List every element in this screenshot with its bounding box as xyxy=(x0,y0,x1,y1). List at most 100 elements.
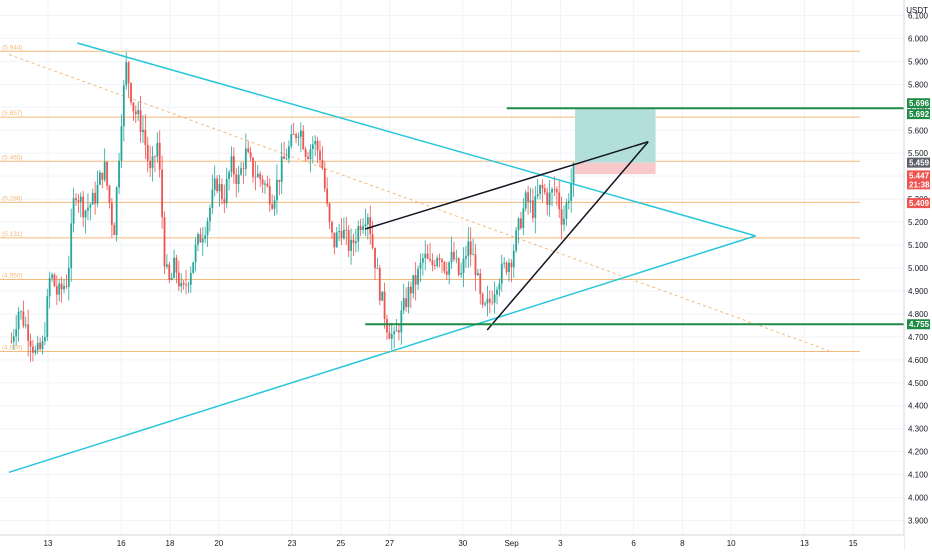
candle-body xyxy=(218,184,221,192)
time-tick-label[interactable]: 10 xyxy=(727,539,736,548)
candle-body xyxy=(331,221,333,233)
time-tick-label[interactable]: Sep xyxy=(504,539,519,548)
candle-body xyxy=(211,189,214,209)
time-tick-label[interactable]: 30 xyxy=(458,539,467,548)
level-label: (4.950) xyxy=(2,272,23,279)
candle-body xyxy=(362,226,364,231)
trendlines[interactable] xyxy=(8,42,756,474)
time-tick-label[interactable]: 6 xyxy=(631,539,636,548)
level-label: (5.944) xyxy=(2,44,23,51)
wedge-upper-line[interactable] xyxy=(364,141,649,230)
currency-label: USDT xyxy=(906,6,928,15)
time-tick-label[interactable]: 20 xyxy=(214,539,223,548)
time-tick-label[interactable]: 27 xyxy=(385,539,394,548)
long-term-dashed-line xyxy=(8,54,829,352)
long-position-box[interactable] xyxy=(575,109,656,175)
time-tick-label[interactable]: 8 xyxy=(680,539,685,548)
candle-body xyxy=(555,189,558,193)
triangle-upper-line[interactable] xyxy=(77,42,756,237)
price-tick-label[interactable]: 4.800 xyxy=(908,310,929,319)
price-tick-label[interactable]: 5.800 xyxy=(908,80,929,89)
price-tick-label[interactable]: 6.000 xyxy=(908,34,929,43)
price-axis[interactable]: USDT6.1006.0005.9005.8005.7005.6005.5005… xyxy=(903,0,932,550)
candle-body xyxy=(182,282,185,285)
candle-body xyxy=(503,262,506,264)
candle-body xyxy=(460,273,463,275)
price-tick-label[interactable]: 4.900 xyxy=(908,287,929,296)
time-tick-label[interactable]: 13 xyxy=(44,539,53,548)
time-tick-label[interactable]: 3 xyxy=(558,539,563,548)
wedge-lower-line[interactable] xyxy=(486,141,649,331)
candle-body xyxy=(309,149,312,160)
candle-body xyxy=(505,262,508,273)
candle-body xyxy=(232,156,235,175)
green-levels[interactable] xyxy=(365,107,904,326)
candles xyxy=(10,52,575,362)
candle-body xyxy=(273,200,276,209)
price-tick-label[interactable]: 5.000 xyxy=(908,264,929,273)
candle-body xyxy=(496,289,498,295)
candle-body xyxy=(486,298,489,304)
price-tag xyxy=(907,98,930,109)
time-tick-label[interactable]: 13 xyxy=(800,539,809,548)
time-tick-label[interactable]: 18 xyxy=(166,539,175,548)
candle-body xyxy=(180,282,183,287)
price-tick-label[interactable]: 6.100 xyxy=(908,11,929,20)
price-tick-label[interactable]: 5.900 xyxy=(908,57,929,66)
candle-body xyxy=(409,286,412,294)
triangle-lower-line[interactable] xyxy=(8,235,756,474)
price-tick-label[interactable]: 4.000 xyxy=(908,494,929,503)
price-tick-label[interactable]: 5.200 xyxy=(908,218,929,227)
price-tag-label: 5.696 xyxy=(909,99,930,108)
candle-body xyxy=(376,268,379,269)
price-tick-label[interactable]: 4.700 xyxy=(908,333,929,342)
candle-body xyxy=(438,257,441,260)
candle-body xyxy=(201,238,204,243)
price-tick-label[interactable]: 5.600 xyxy=(908,126,929,135)
candle-body xyxy=(87,207,89,211)
price-tick-label[interactable]: 4.200 xyxy=(908,448,929,457)
candle-body xyxy=(106,161,108,186)
time-tick-label[interactable]: 25 xyxy=(336,539,345,548)
candle-body xyxy=(465,256,467,259)
loss-zone[interactable] xyxy=(575,162,656,175)
time-axis[interactable]: 13 16 18 20 23 25 27 30 Sep 3 6 8 10 13 15 xyxy=(0,534,904,550)
price-tick-label[interactable]: 4.300 xyxy=(908,425,929,434)
price-tick-label[interactable]: 4.400 xyxy=(908,402,929,411)
candle-body xyxy=(99,172,101,185)
candle-body xyxy=(548,192,551,206)
candle-body xyxy=(429,258,431,261)
candle-body xyxy=(319,150,321,161)
price-tick-label[interactable]: 4.100 xyxy=(908,471,929,480)
profit-zone[interactable] xyxy=(575,109,656,163)
time-tick-label[interactable]: 16 xyxy=(117,539,126,548)
candle-body xyxy=(359,226,362,231)
candle-body xyxy=(407,286,410,308)
candle-body xyxy=(350,239,352,251)
candle-body xyxy=(395,330,398,332)
price-tag-label: 5.692 xyxy=(909,110,930,119)
candle-body xyxy=(304,148,307,157)
candle-body xyxy=(450,251,453,263)
candle-body xyxy=(43,336,46,342)
time-tick-label[interactable]: 15 xyxy=(849,539,858,548)
candle-body xyxy=(17,311,20,330)
candle-body xyxy=(565,202,568,219)
price-tick-label[interactable]: 5.500 xyxy=(908,149,929,158)
candle-body xyxy=(254,176,257,178)
price-tick-label[interactable]: 4.600 xyxy=(908,356,929,365)
candle-body xyxy=(91,192,94,205)
candle-body xyxy=(156,142,159,157)
candle-body xyxy=(398,330,400,333)
time-tick-label[interactable]: 23 xyxy=(288,539,297,548)
candle-body xyxy=(419,262,422,269)
price-tick-label[interactable]: 4.500 xyxy=(908,379,929,388)
candle-body xyxy=(371,234,374,248)
price-tick-label[interactable]: 5.100 xyxy=(908,241,929,250)
candle-body xyxy=(570,183,573,201)
candle-body xyxy=(512,250,515,268)
price-tick-label[interactable]: 3.900 xyxy=(908,517,929,526)
candle-body xyxy=(96,184,99,204)
